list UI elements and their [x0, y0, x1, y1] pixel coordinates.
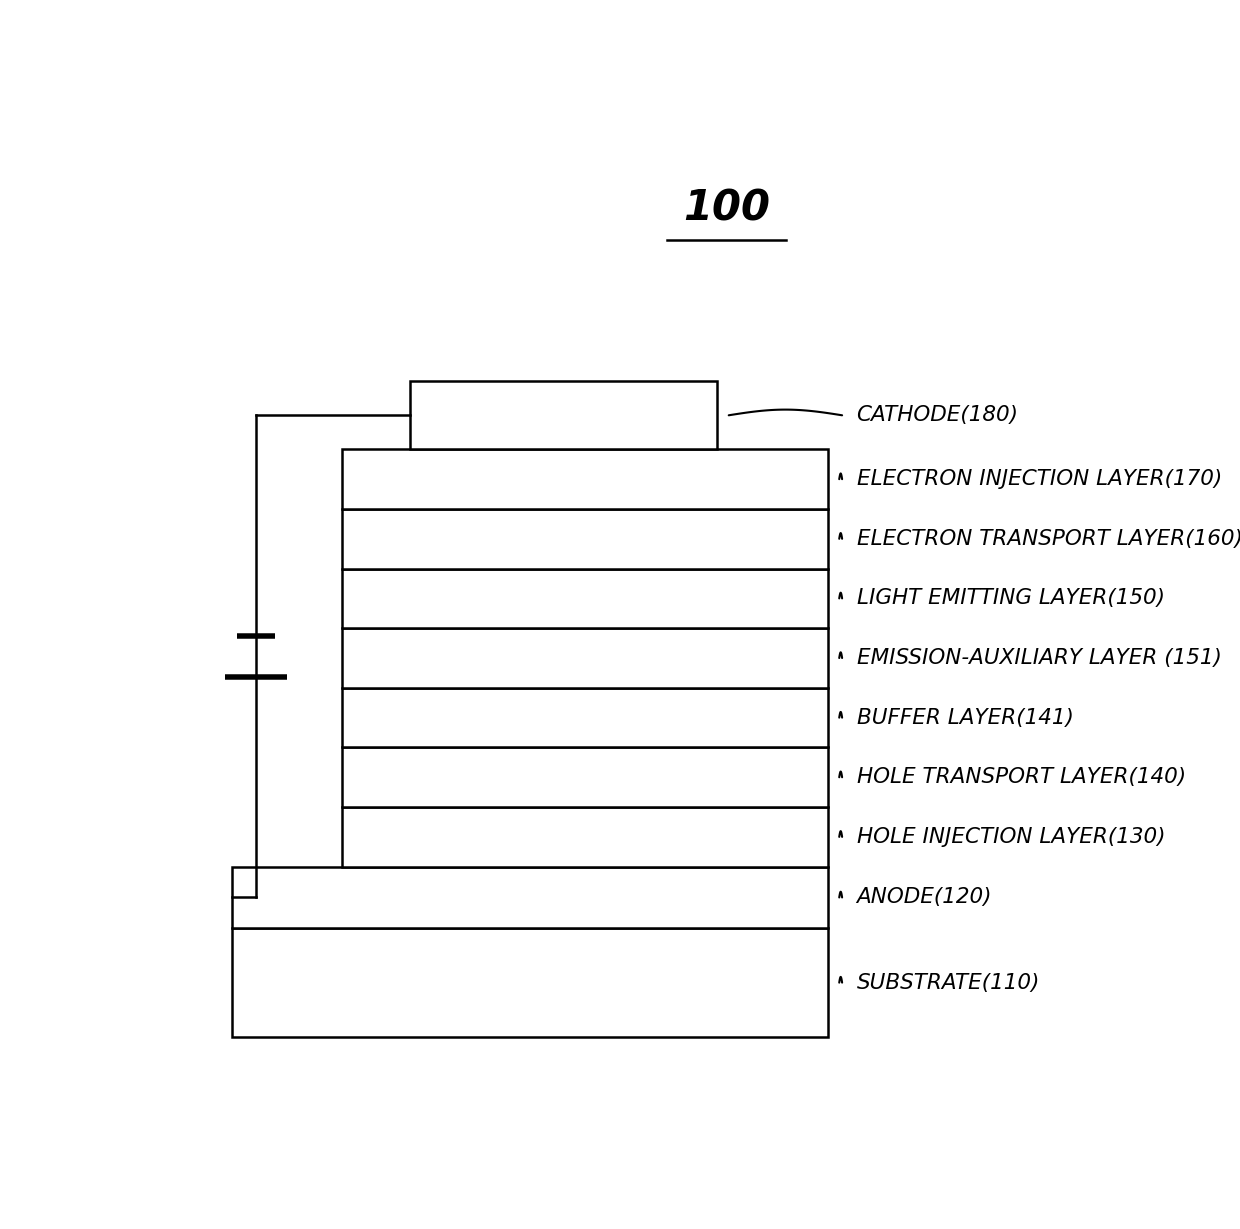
Text: CATHODE(180): CATHODE(180)	[857, 406, 1018, 425]
Text: HOLE INJECTION LAYER(130): HOLE INJECTION LAYER(130)	[857, 827, 1166, 847]
Bar	[342, 628, 827, 688]
Text: ELECTRON INJECTION LAYER(170): ELECTRON INJECTION LAYER(170)	[857, 469, 1221, 489]
Bar	[342, 450, 827, 509]
Text: BUFFER LAYER(141): BUFFER LAYER(141)	[857, 708, 1074, 728]
Text: ANODE(120): ANODE(120)	[857, 887, 992, 907]
Bar	[342, 807, 827, 866]
Bar	[409, 381, 717, 450]
Bar	[342, 569, 827, 628]
Bar	[342, 747, 827, 807]
Text: 100: 100	[683, 188, 770, 230]
Text: LIGHT EMITTING LAYER(150): LIGHT EMITTING LAYER(150)	[857, 589, 1164, 608]
Bar	[232, 928, 828, 1037]
Bar	[342, 509, 827, 569]
Text: HOLE TRANSPORT LAYER(140): HOLE TRANSPORT LAYER(140)	[857, 767, 1185, 788]
Text: ELECTRON TRANSPORT LAYER(160): ELECTRON TRANSPORT LAYER(160)	[857, 528, 1240, 549]
Bar	[232, 866, 828, 928]
Text: EMISSION-AUXILIARY LAYER (151): EMISSION-AUXILIARY LAYER (151)	[857, 648, 1221, 669]
Bar	[342, 688, 827, 747]
Text: SUBSTRATE(110): SUBSTRATE(110)	[857, 972, 1040, 993]
